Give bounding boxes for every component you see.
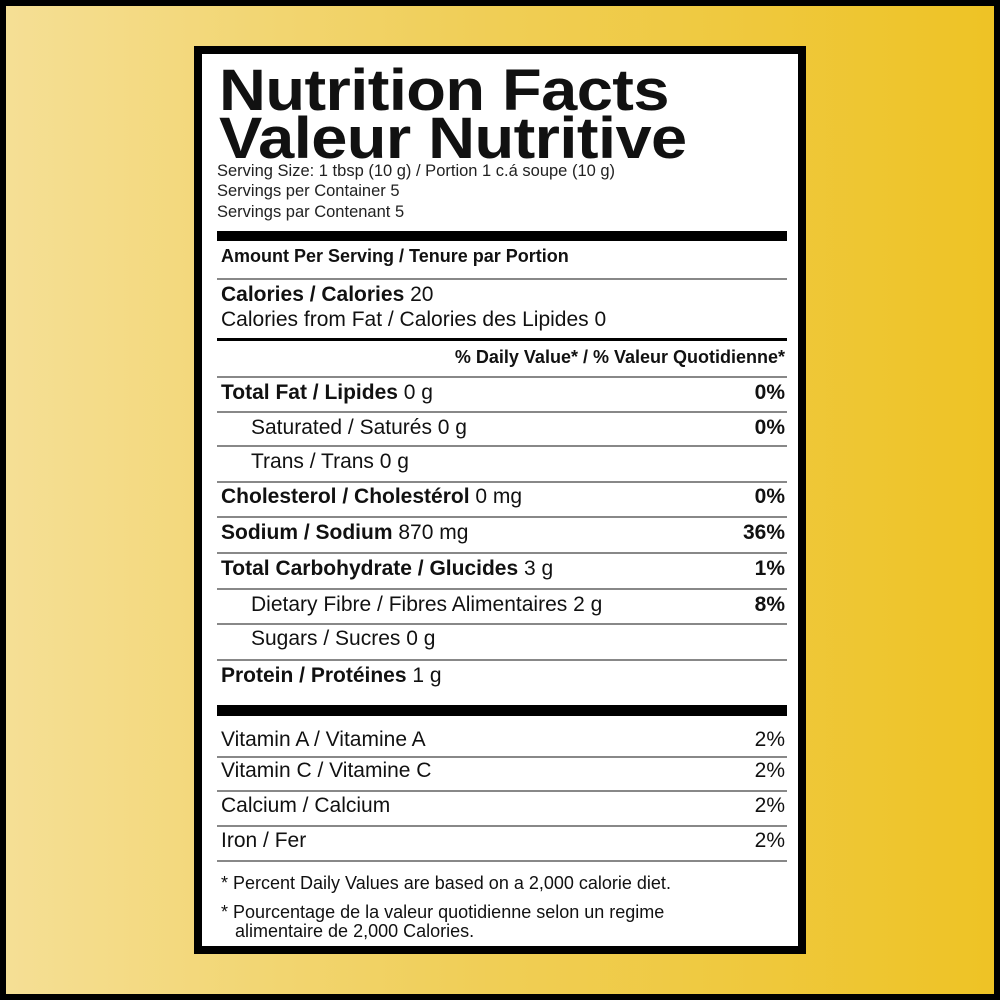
divider — [217, 516, 787, 518]
vitamin-row: Vitamin A / Vitamine A 2% — [221, 728, 785, 751]
calories-fat-row: Calories from Fat / Calories des Lipides… — [221, 308, 607, 331]
divider — [217, 552, 787, 554]
amount-header: Amount Per Serving / Tenure par Portion — [221, 245, 569, 266]
nutrient-row: Trans / Trans 0 g — [251, 450, 409, 473]
nutrient-row: Protein / Protéines 1 g — [221, 664, 442, 687]
calories-row: Calories / Calories 20 — [221, 283, 434, 306]
divider — [217, 376, 787, 378]
divider — [217, 825, 787, 827]
divider — [217, 411, 787, 413]
serving-size: Serving Size: 1 tbsp (10 g) / Portion 1 … — [217, 162, 616, 180]
divider — [217, 756, 787, 758]
servings-fr: Servings par Contenant 5 — [217, 203, 405, 221]
footnote-en: * Percent Daily Values are based on a 2,… — [221, 873, 671, 893]
divider — [217, 338, 787, 341]
nutrient-row: Saturated / Saturés 0 g 0% — [251, 416, 785, 439]
divider — [217, 623, 787, 625]
vitamin-row: Iron / Fer 2% — [221, 829, 785, 852]
divider — [217, 445, 787, 447]
divider — [217, 659, 787, 661]
divider — [217, 860, 787, 862]
dv-header: % Daily Value* / % Valeur Quotidienne* — [454, 346, 785, 367]
servings-en: Servings per Container 5 — [217, 182, 400, 200]
divider — [217, 278, 787, 280]
title-fr: Valeur Nutritive — [219, 106, 687, 171]
thick-divider — [217, 231, 787, 241]
divider — [217, 790, 787, 792]
title-en: Nutrition Facts — [219, 58, 670, 123]
footnote-fr: * Pourcentage de la valeur quotidienne s… — [221, 902, 665, 922]
vitamin-row: Calcium / Calcium 2% — [221, 794, 785, 817]
divider — [217, 481, 787, 483]
nutrient-row: Total Carbohydrate / Glucides 3 g 1% — [221, 557, 785, 580]
vitamin-row: Vitamin C / Vitamine C 2% — [221, 759, 785, 782]
nutrient-row: Cholesterol / Cholestérol 0 mg 0% — [221, 485, 785, 508]
nutrition-label: Nutrition Facts Valeur Nutritive Serving… — [194, 46, 806, 954]
divider — [217, 588, 787, 590]
thick-divider — [217, 705, 787, 716]
nutrient-row: Sugars / Sucres 0 g — [251, 627, 436, 650]
nutrient-row: Sodium / Sodium 870 mg 36% — [221, 521, 785, 544]
footnote-fr-2: alimentaire de 2,000 Calories. — [235, 921, 475, 941]
nutrient-row: Total Fat / Lipides 0 g 0% — [221, 381, 785, 404]
